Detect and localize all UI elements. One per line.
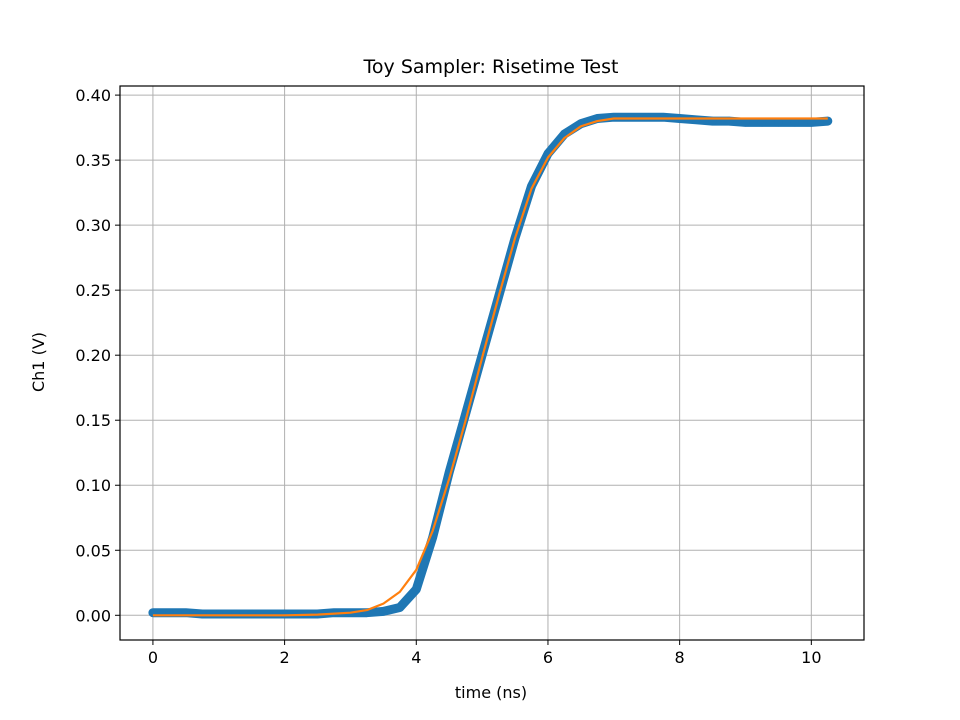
x-tick-label: 2: [280, 648, 290, 667]
data-point: [642, 113, 651, 122]
data-point: [741, 118, 750, 127]
x-axis: 0 2 4 6 8 10: [148, 640, 822, 667]
x-tick-label: 0: [148, 648, 158, 667]
data-point: [691, 115, 701, 125]
data-point: [609, 113, 619, 122]
data-point: [379, 607, 388, 616]
series-layer: [148, 112, 833, 619]
data-point: [263, 609, 273, 619]
y-tick-label: 0.35: [75, 151, 111, 170]
data-point: [757, 118, 767, 127]
y-tick-label: 0.05: [75, 541, 111, 560]
data-point: [807, 118, 816, 127]
y-tick-label: 0.15: [75, 411, 111, 430]
data-point: [247, 609, 256, 619]
plot-frame: [119, 85, 865, 641]
x-tick-label: 6: [543, 648, 553, 667]
data-point: [395, 603, 405, 612]
y-tick-label: 0.10: [75, 476, 111, 495]
y-axis-label: Ch1 (V): [29, 332, 48, 392]
x-tick-label: 8: [675, 648, 685, 667]
data-point: [231, 609, 240, 619]
y-tick-label: 0.25: [75, 281, 111, 300]
data-point: [280, 609, 289, 619]
y-tick-label: 0.00: [75, 606, 111, 625]
data-point: [626, 113, 635, 122]
x-tick-label: 4: [411, 648, 421, 667]
data-point: [790, 118, 800, 127]
series-line-fit: [152, 117, 828, 617]
data-point: [658, 113, 668, 122]
data-point: [214, 609, 223, 619]
series-scatter-trace: [148, 112, 833, 619]
plot-area: [148, 112, 833, 619]
x-axis-label: time (ns): [455, 683, 527, 702]
y-tick-label: 0.40: [75, 86, 111, 105]
y-axis: 0.00 0.05 0.10 0.15 0.20 0.25 0.30 0.35 0.40: [75, 86, 120, 625]
y-tick-label: 0.30: [75, 216, 111, 235]
grid: [120, 86, 864, 640]
data-point: [412, 585, 421, 594]
y-tick-label: 0.20: [75, 346, 111, 365]
chart-title: Toy Sampler: Risetime Test: [363, 56, 619, 78]
data-point: [774, 118, 783, 127]
data-point: [198, 609, 207, 619]
x-tick-label: 10: [801, 648, 821, 667]
